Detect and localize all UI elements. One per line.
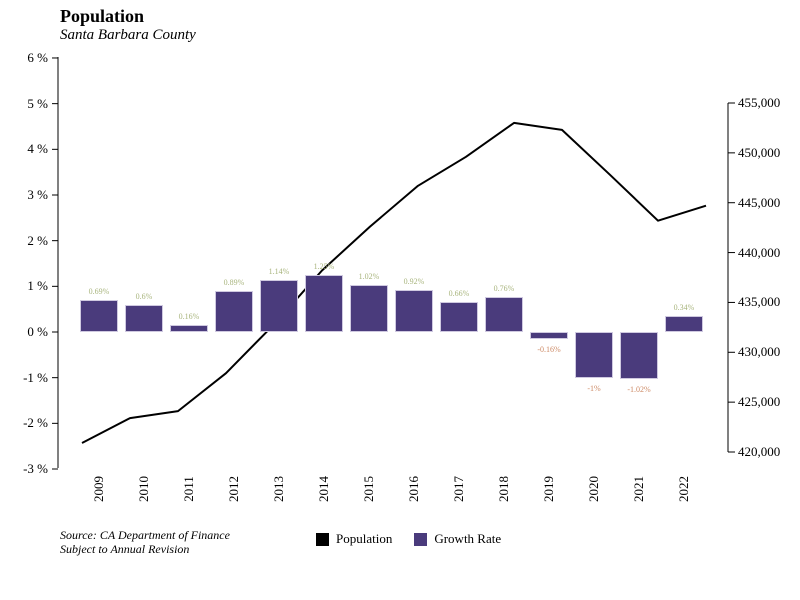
bar-value-label: 0.76% [493, 284, 515, 294]
left-tick-label: 2 % [27, 232, 48, 248]
left-tick-label: 1 % [27, 278, 48, 294]
right-tick-label: 425,000 [738, 394, 781, 410]
source-line-1: Source: CA Department of Finance [60, 528, 230, 542]
year-label-2018: 2018 [496, 476, 511, 502]
legend-item-growth-rate: Growth Rate [414, 531, 501, 547]
bar-value-label: 0.34% [673, 303, 695, 313]
right-tick-label: 450,000 [738, 144, 781, 160]
legend: Population Growth Rate [316, 531, 515, 547]
source-note: Source: CA Department of Finance Subject… [60, 528, 230, 556]
year-label-2019: 2019 [541, 476, 556, 502]
bar-value-label: 0.69% [88, 287, 110, 297]
bar-value-label: 0.6% [135, 291, 153, 301]
growth-rate-bar-2019 [530, 332, 568, 340]
growth-rate-bar-2020 [575, 332, 613, 378]
right-tick-label: 435,000 [738, 294, 781, 310]
chart-title: Population [60, 6, 145, 26]
year-label-2011: 2011 [181, 476, 196, 502]
right-tick-label: 420,000 [738, 444, 781, 459]
year-label-2020: 2020 [586, 476, 601, 502]
bar-value-label: 0.16% [178, 311, 200, 321]
bar-value-label: -1.02% [627, 384, 651, 394]
growth-rate-bar-2015 [350, 285, 388, 332]
growth-rate-bar-2022 [665, 316, 703, 332]
bar-value-label: 0.89% [223, 278, 245, 288]
year-label-2022: 2022 [676, 476, 691, 502]
growth-rate-bar-2012 [215, 291, 253, 332]
bar-value-label: -1% [587, 383, 601, 393]
growth-rate-bar-2017 [440, 301, 478, 332]
chart-subtitle: Santa Barbara County [60, 27, 196, 43]
legend-label-population: Population [336, 531, 393, 546]
growth-rate-bar-2018 [485, 297, 523, 332]
growth-rate-bar-2011 [170, 324, 208, 332]
growth-rate-bar-2021 [620, 332, 658, 379]
year-label-2021: 2021 [631, 476, 646, 502]
year-label-2012: 2012 [226, 476, 241, 502]
population-swatch-icon [316, 532, 329, 546]
left-tick-label: 0 % [27, 324, 48, 339]
right-tick-label: 440,000 [738, 244, 781, 260]
right-tick-label: 455,000 [738, 95, 781, 110]
bar-value-label: 0.66% [448, 288, 470, 298]
left-tick-label: -3 % [23, 461, 48, 476]
legend-label-growth-rate: Growth Rate [434, 531, 502, 546]
year-label-2017: 2017 [451, 476, 466, 502]
year-label-2014: 2014 [316, 476, 331, 502]
bar-value-label: 1.14% [268, 266, 290, 276]
left-tick-label: 3 % [27, 186, 48, 202]
left-tick-label: 4 % [27, 141, 48, 157]
growth-rate-bar-2009 [80, 300, 118, 332]
bar-value-label: -0.16% [537, 345, 561, 355]
source-line-2: Subject to Annual Revision [60, 542, 190, 556]
right-tick-label: 430,000 [738, 344, 781, 360]
left-tick-label: 5 % [27, 95, 48, 111]
growth-rate-bar-2013 [260, 279, 298, 332]
year-label-2013: 2013 [271, 476, 286, 502]
year-label-2016: 2016 [406, 476, 421, 502]
year-label-2009: 2009 [91, 476, 106, 502]
legend-item-population: Population [316, 531, 392, 547]
bar-value-label: 1.02% [358, 272, 380, 282]
growth-rate-bar-2010 [125, 304, 163, 332]
left-tick-label: -2 % [23, 415, 48, 431]
growth-rate-bar-2014 [305, 274, 343, 332]
left-tick-label: 6 % [27, 49, 48, 65]
bar-value-label: 0.92% [403, 276, 425, 286]
growth-rate-bar-2016 [395, 289, 433, 332]
right-tick-label: 445,000 [738, 194, 781, 210]
growth-rate-swatch-icon [414, 532, 428, 546]
year-label-2015: 2015 [361, 476, 376, 502]
population-line [81, 121, 707, 444]
bar-value-label: 1.25% [313, 261, 335, 271]
year-label-2010: 2010 [136, 476, 151, 502]
left-tick-label: -1 % [23, 369, 48, 385]
